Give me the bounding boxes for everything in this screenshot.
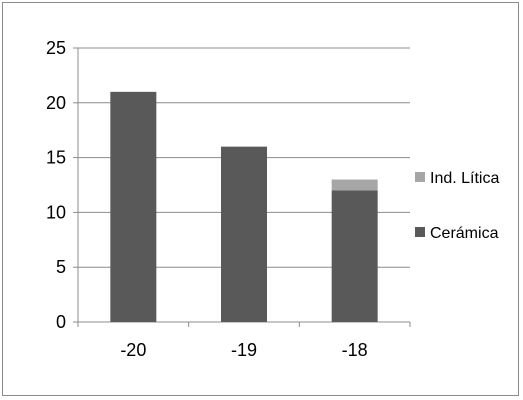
bar-cer-mica-minus19 xyxy=(221,146,267,322)
legend-swatch xyxy=(415,172,425,182)
bar-cer-mica-minus20 xyxy=(110,91,157,322)
legend-label: Ind. Lítica xyxy=(430,170,499,187)
y-tick-label: 10 xyxy=(46,202,66,222)
x-tick-labels: -20 -19 -18 xyxy=(120,340,367,360)
bars xyxy=(110,91,378,322)
bar-cer-mica-minus18 xyxy=(331,190,378,322)
y-tick-label: 5 xyxy=(56,257,66,277)
y-tick-label: 25 xyxy=(46,38,66,58)
x-tick-label: -18 xyxy=(342,340,368,360)
y-tick-label: 20 xyxy=(46,93,66,113)
bar-ind-l-tica-minus18 xyxy=(331,179,378,191)
legend-label: Cerámica xyxy=(430,225,499,242)
y-tick-label: 15 xyxy=(46,148,66,168)
x-tick-label: -20 xyxy=(120,340,146,360)
y-tick-label: 0 xyxy=(56,312,66,332)
legend: Ind. Lítica Cerámica xyxy=(415,170,499,242)
legend-swatch xyxy=(415,227,425,237)
x-tick-label: -19 xyxy=(231,340,257,360)
y-tick-labels: 0 5 10 15 20 25 xyxy=(46,38,66,332)
